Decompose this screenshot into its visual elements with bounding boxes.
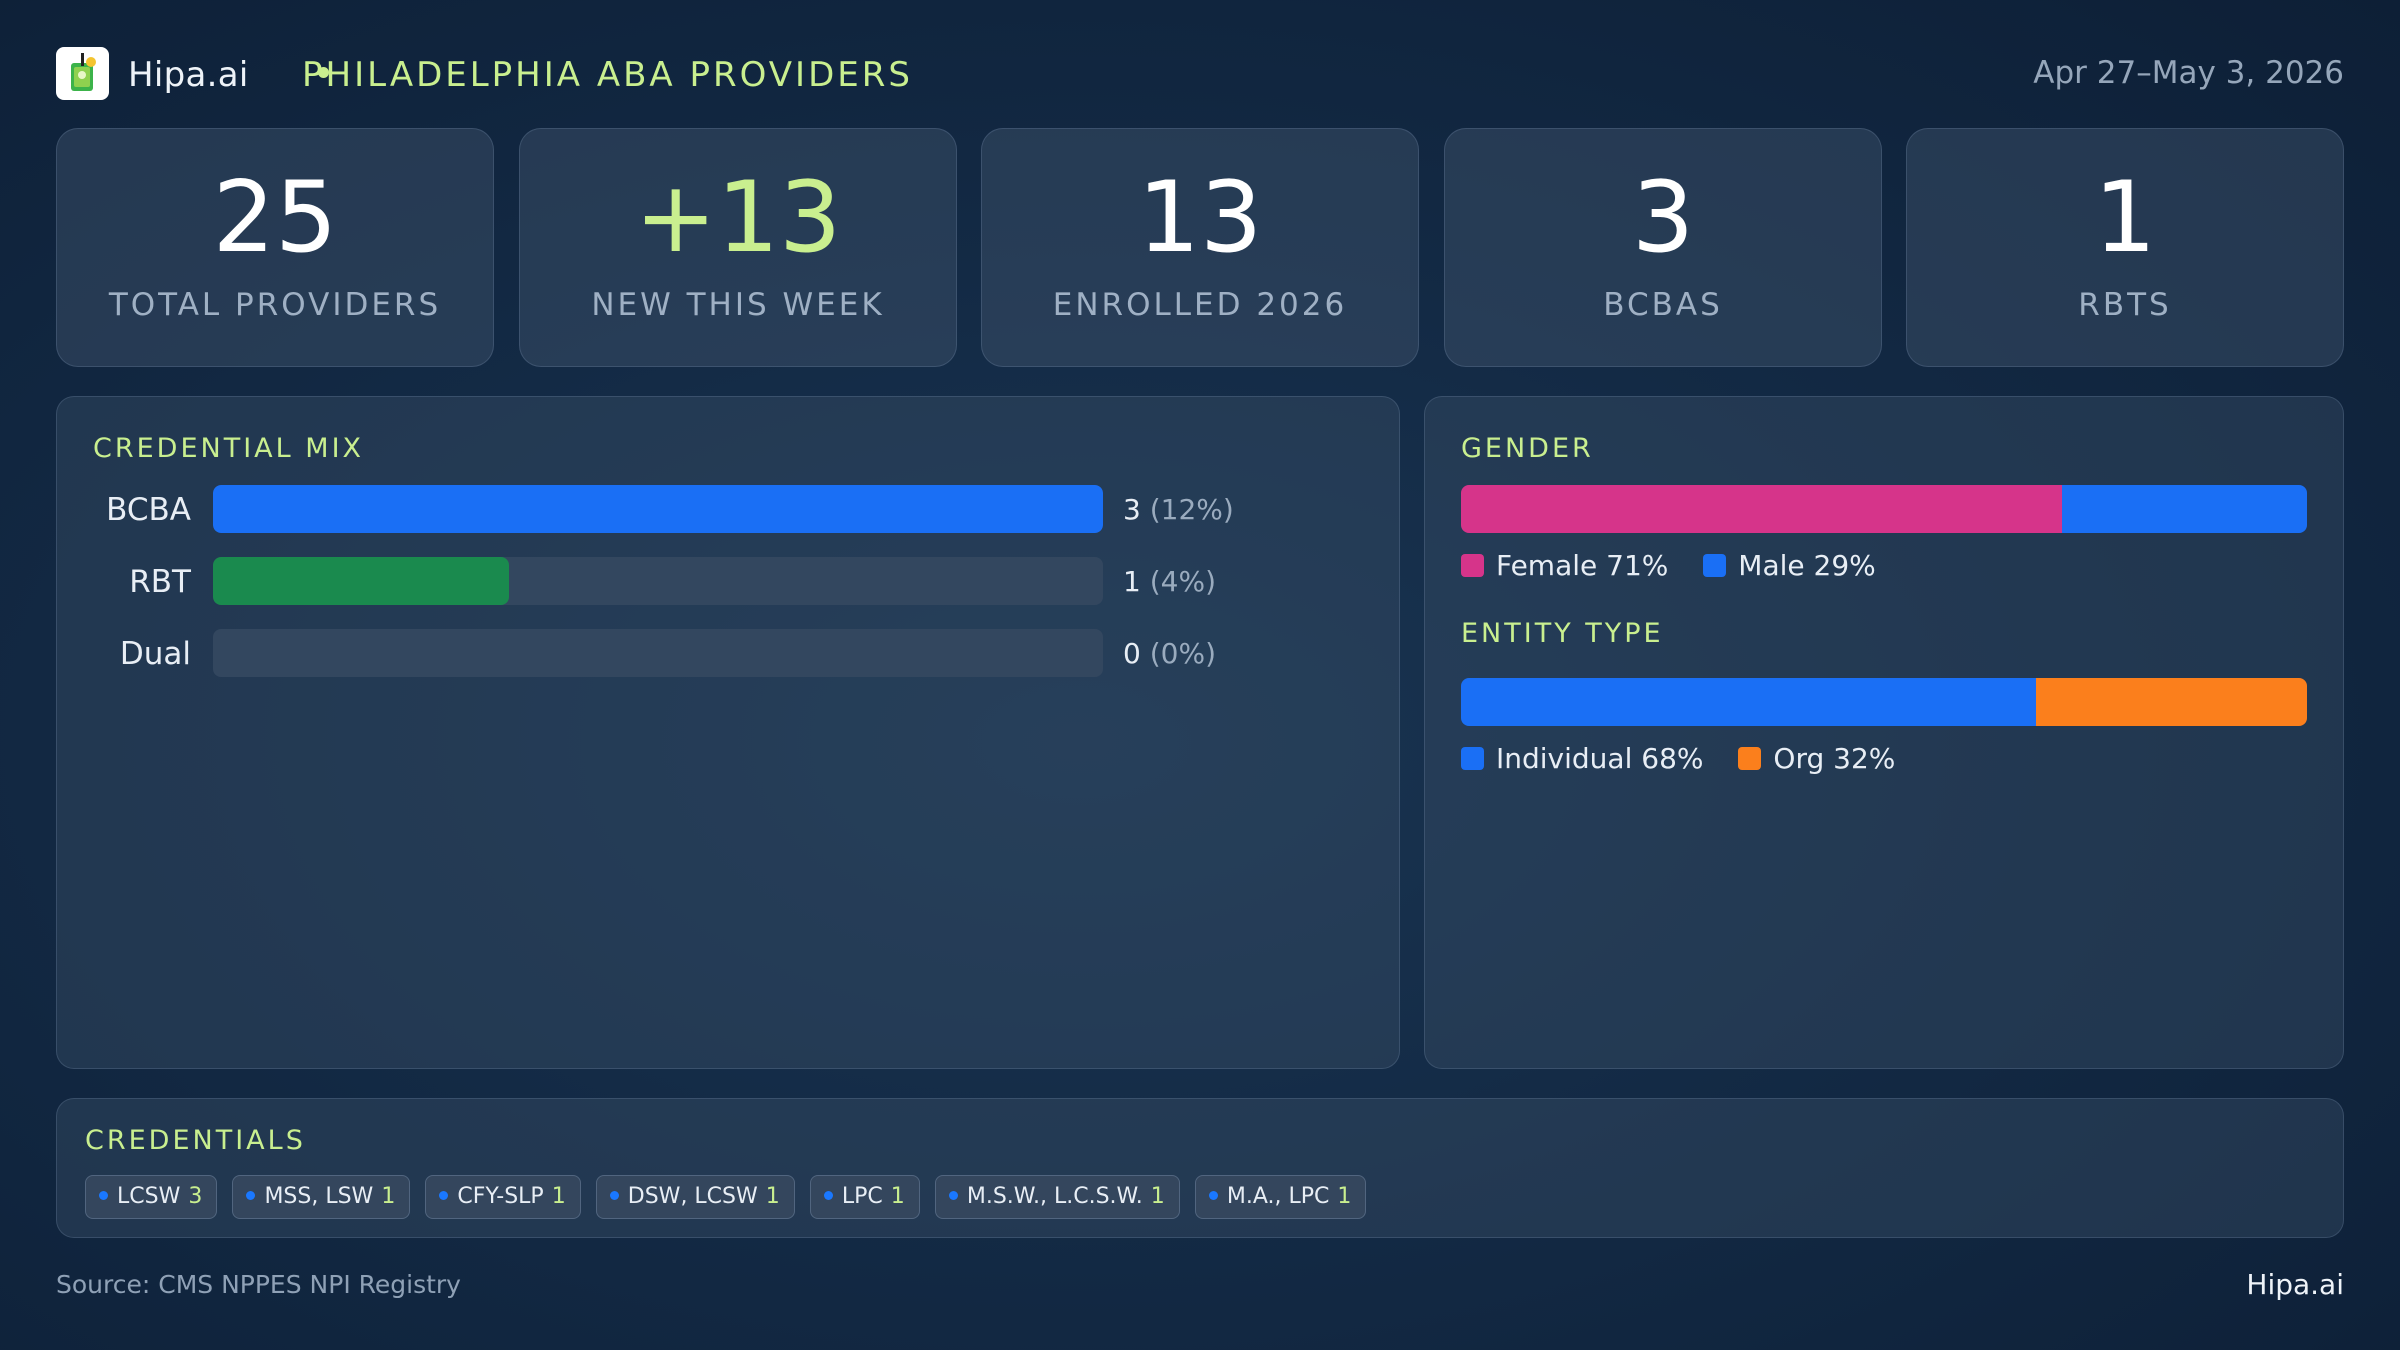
credential-chips: LCSW 3 MSS, LSW 1 CFY-SLP 1 DSW, LCSW 1 LPC 1… [85, 1175, 1376, 1219]
legend-swatch [1738, 747, 1762, 770]
kpi-label: BCBAS [1603, 287, 1723, 323]
gender-segment-female [1461, 485, 2062, 533]
credential-bar-track [213, 485, 1103, 533]
kpi-value: 25 [212, 161, 338, 275]
kpi-value: 3 [1631, 161, 1695, 275]
credential-pct: (0%) [1149, 637, 1217, 670]
entity-stacked-bar [1461, 678, 2307, 726]
chip-dot [609, 1191, 619, 1200]
kpi-label: TOTAL PROVIDERS [108, 287, 442, 323]
credential-chip[interactable]: CFY-SLP 1 [425, 1175, 581, 1219]
region-title-text: PHILADELPHIA ABA PROVIDERS [302, 55, 913, 95]
footer-brand: Hipa.ai [2246, 1268, 2344, 1301]
credential-row-label: RBT [129, 564, 191, 600]
credential-bar-fill [213, 485, 1103, 533]
credential-row-value: 3 (12%) [1123, 493, 1234, 526]
credential-pct: (12%) [1149, 493, 1234, 526]
legend-label: Individual 68% [1496, 742, 1704, 775]
legend-item-individual: Individual 68% [1461, 742, 1704, 775]
credential-chip[interactable]: M.A., LPC 1 [1194, 1175, 1367, 1219]
credential-row-label: Dual [119, 636, 191, 672]
kpi-value: +13 [634, 161, 842, 275]
legend-swatch [1461, 747, 1484, 770]
date-range: Apr 27–May 3, 2026 [2033, 55, 2344, 91]
legend-swatch [1703, 554, 1727, 577]
kpi-enrolled-2026: 13 ENROLLED 2026 [981, 128, 1419, 367]
credential-chip[interactable]: DSW, LCSW 1 [595, 1175, 795, 1219]
credential-count: 1 [1123, 565, 1141, 598]
chip-name: MSS, LSW [264, 1184, 374, 1209]
credential-row-label: BCBA [106, 492, 191, 528]
kpi-label: ENROLLED 2026 [1052, 287, 1348, 323]
demographics-panel: GENDER Female 71% Male 29% ENTITY TYPE I… [1424, 396, 2344, 1069]
chip-dot [99, 1191, 108, 1200]
entity-segment-org [2036, 678, 2307, 726]
kpi-rbts: 1 RBTS [1906, 128, 2344, 367]
header: Hipa.ai PHILADELPHIA ABA PROVIDERS Apr 2… [56, 47, 2344, 101]
chip-count: 3 [188, 1184, 203, 1209]
chip-dot [439, 1191, 449, 1200]
brand-name: Hipa.ai [128, 55, 249, 95]
chip-dot [1208, 1191, 1218, 1200]
chip-name: LCSW [117, 1184, 181, 1209]
footer-source: Source: CMS NPPES NPI Registry [56, 1270, 461, 1299]
credential-mix-title: CREDENTIAL MIX [93, 433, 365, 464]
credential-chip[interactable]: LPC 1 [809, 1175, 920, 1219]
entity-legend: Individual 68% Org 32% [1461, 742, 1921, 775]
credential-row-value: 1 (4%) [1123, 565, 1216, 598]
chip-count: 1 [1150, 1184, 1165, 1209]
gender-stacked-bar [1461, 485, 2307, 533]
chip-count: 1 [1337, 1184, 1352, 1209]
credential-pct: (4%) [1149, 565, 1217, 598]
gender-legend: Female 71% Male 29% [1461, 549, 1902, 582]
logo [56, 47, 109, 100]
legend-label: Male 29% [1738, 549, 1876, 582]
chip-name: CFY-SLP [457, 1184, 544, 1209]
kpi-bcbas: 3 BCBAS [1444, 128, 1882, 367]
cocktail-glass-icon [71, 53, 96, 91]
chip-count: 1 [890, 1184, 905, 1209]
kpi-label: NEW THIS WEEK [591, 287, 885, 323]
entity-segment-individual [1461, 678, 2037, 726]
credential-mix-panel: CREDENTIAL MIX BCBA 3 (12%) RBT 1 (4%) D… [56, 396, 1400, 1069]
legend-item-male: Male 29% [1703, 549, 1876, 582]
credentials-title: CREDENTIALS [85, 1125, 306, 1156]
kpi-value: 13 [1137, 161, 1263, 275]
legend-item-female: Female 71% [1461, 549, 1668, 582]
legend-item-org: Org 32% [1738, 742, 1895, 775]
chip-dot [823, 1191, 833, 1200]
chip-count: 1 [381, 1184, 396, 1209]
credentials-panel: CREDENTIALS LCSW 3 MSS, LSW 1 CFY-SLP 1 DSW… [56, 1098, 2344, 1238]
kpi-new-this-week: +13 NEW THIS WEEK [519, 128, 957, 367]
gender-title: GENDER [1461, 433, 1594, 464]
credential-bar-fill [213, 557, 510, 605]
credential-bar-track [213, 629, 1103, 677]
chip-name: M.S.W., L.C.S.W. [966, 1184, 1143, 1209]
credential-bar-track [213, 557, 1103, 605]
legend-label: Org 32% [1773, 742, 1896, 775]
legend-swatch [1461, 554, 1484, 577]
chip-dot [948, 1191, 958, 1200]
chip-count: 1 [765, 1184, 780, 1209]
kpi-value: 1 [2093, 161, 2157, 275]
chip-name: M.A., LPC [1226, 1184, 1330, 1209]
chip-name: DSW, LCSW [627, 1184, 758, 1209]
legend-label: Female 71% [1496, 549, 1669, 582]
credential-count: 3 [1123, 493, 1141, 526]
gender-segment-male [2061, 485, 2307, 533]
credential-chip[interactable]: MSS, LSW 1 [232, 1175, 411, 1219]
credential-chip[interactable]: M.S.W., L.C.S.W. 1 [934, 1175, 1180, 1219]
chip-count: 1 [551, 1184, 566, 1209]
credential-chip[interactable]: LCSW 3 [85, 1175, 218, 1219]
separator-dot [318, 67, 329, 78]
chip-dot [246, 1191, 256, 1200]
credential-count: 0 [1123, 637, 1141, 670]
chip-name: LPC [841, 1184, 883, 1209]
entity-type-title: ENTITY TYPE [1461, 618, 1664, 649]
credential-row-value: 0 (0%) [1123, 637, 1216, 670]
kpi-total-providers: 25 TOTAL PROVIDERS [56, 128, 494, 367]
kpi-label: RBTS [2078, 287, 2172, 323]
